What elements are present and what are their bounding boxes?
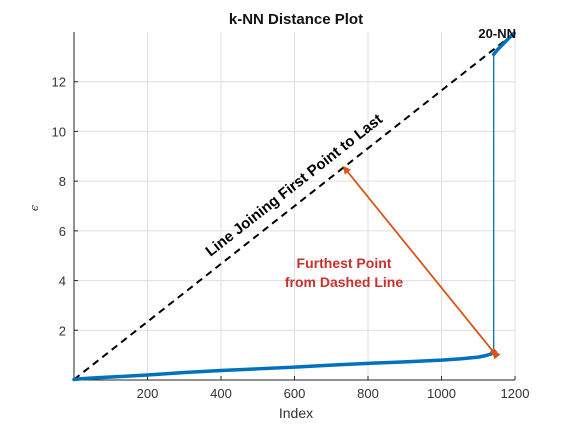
series-line-lower — [72, 350, 496, 382]
x-tick-label: 1200 — [501, 386, 530, 401]
x-tick-label: 200 — [137, 386, 159, 401]
furthest-point-arrow — [342, 165, 501, 360]
y-tick-label: 2 — [59, 323, 66, 338]
y-tick-label: 12 — [52, 75, 66, 90]
tick-marks: 200 400 600 800 1000 1200 2 4 6 8 10 12 — [52, 75, 530, 401]
y-tick-label: 8 — [59, 174, 66, 189]
y-axis-label: ϵ — [28, 205, 41, 211]
knn-label: 20-NN — [478, 26, 516, 41]
x-tick-label: 600 — [284, 386, 306, 401]
reference-dashed-line — [73, 32, 515, 381]
chart-title: k-NN Distance Plot — [229, 11, 363, 28]
x-tick-label: 400 — [210, 386, 232, 401]
x-axis-label: Index — [279, 405, 313, 421]
furthest-point-label-line1: Furthest Point — [297, 255, 392, 271]
x-tick-label: 800 — [357, 386, 379, 401]
furthest-point-marker — [489, 348, 498, 357]
y-tick-label: 10 — [52, 124, 66, 139]
x-tick-label: 1000 — [427, 386, 456, 401]
y-tick-label: 6 — [59, 224, 66, 239]
series-line-upper — [491, 31, 517, 57]
furthest-point-label-line2: from Dashed Line — [285, 274, 403, 290]
plot-area — [72, 31, 517, 382]
y-tick-label: 4 — [59, 274, 66, 289]
